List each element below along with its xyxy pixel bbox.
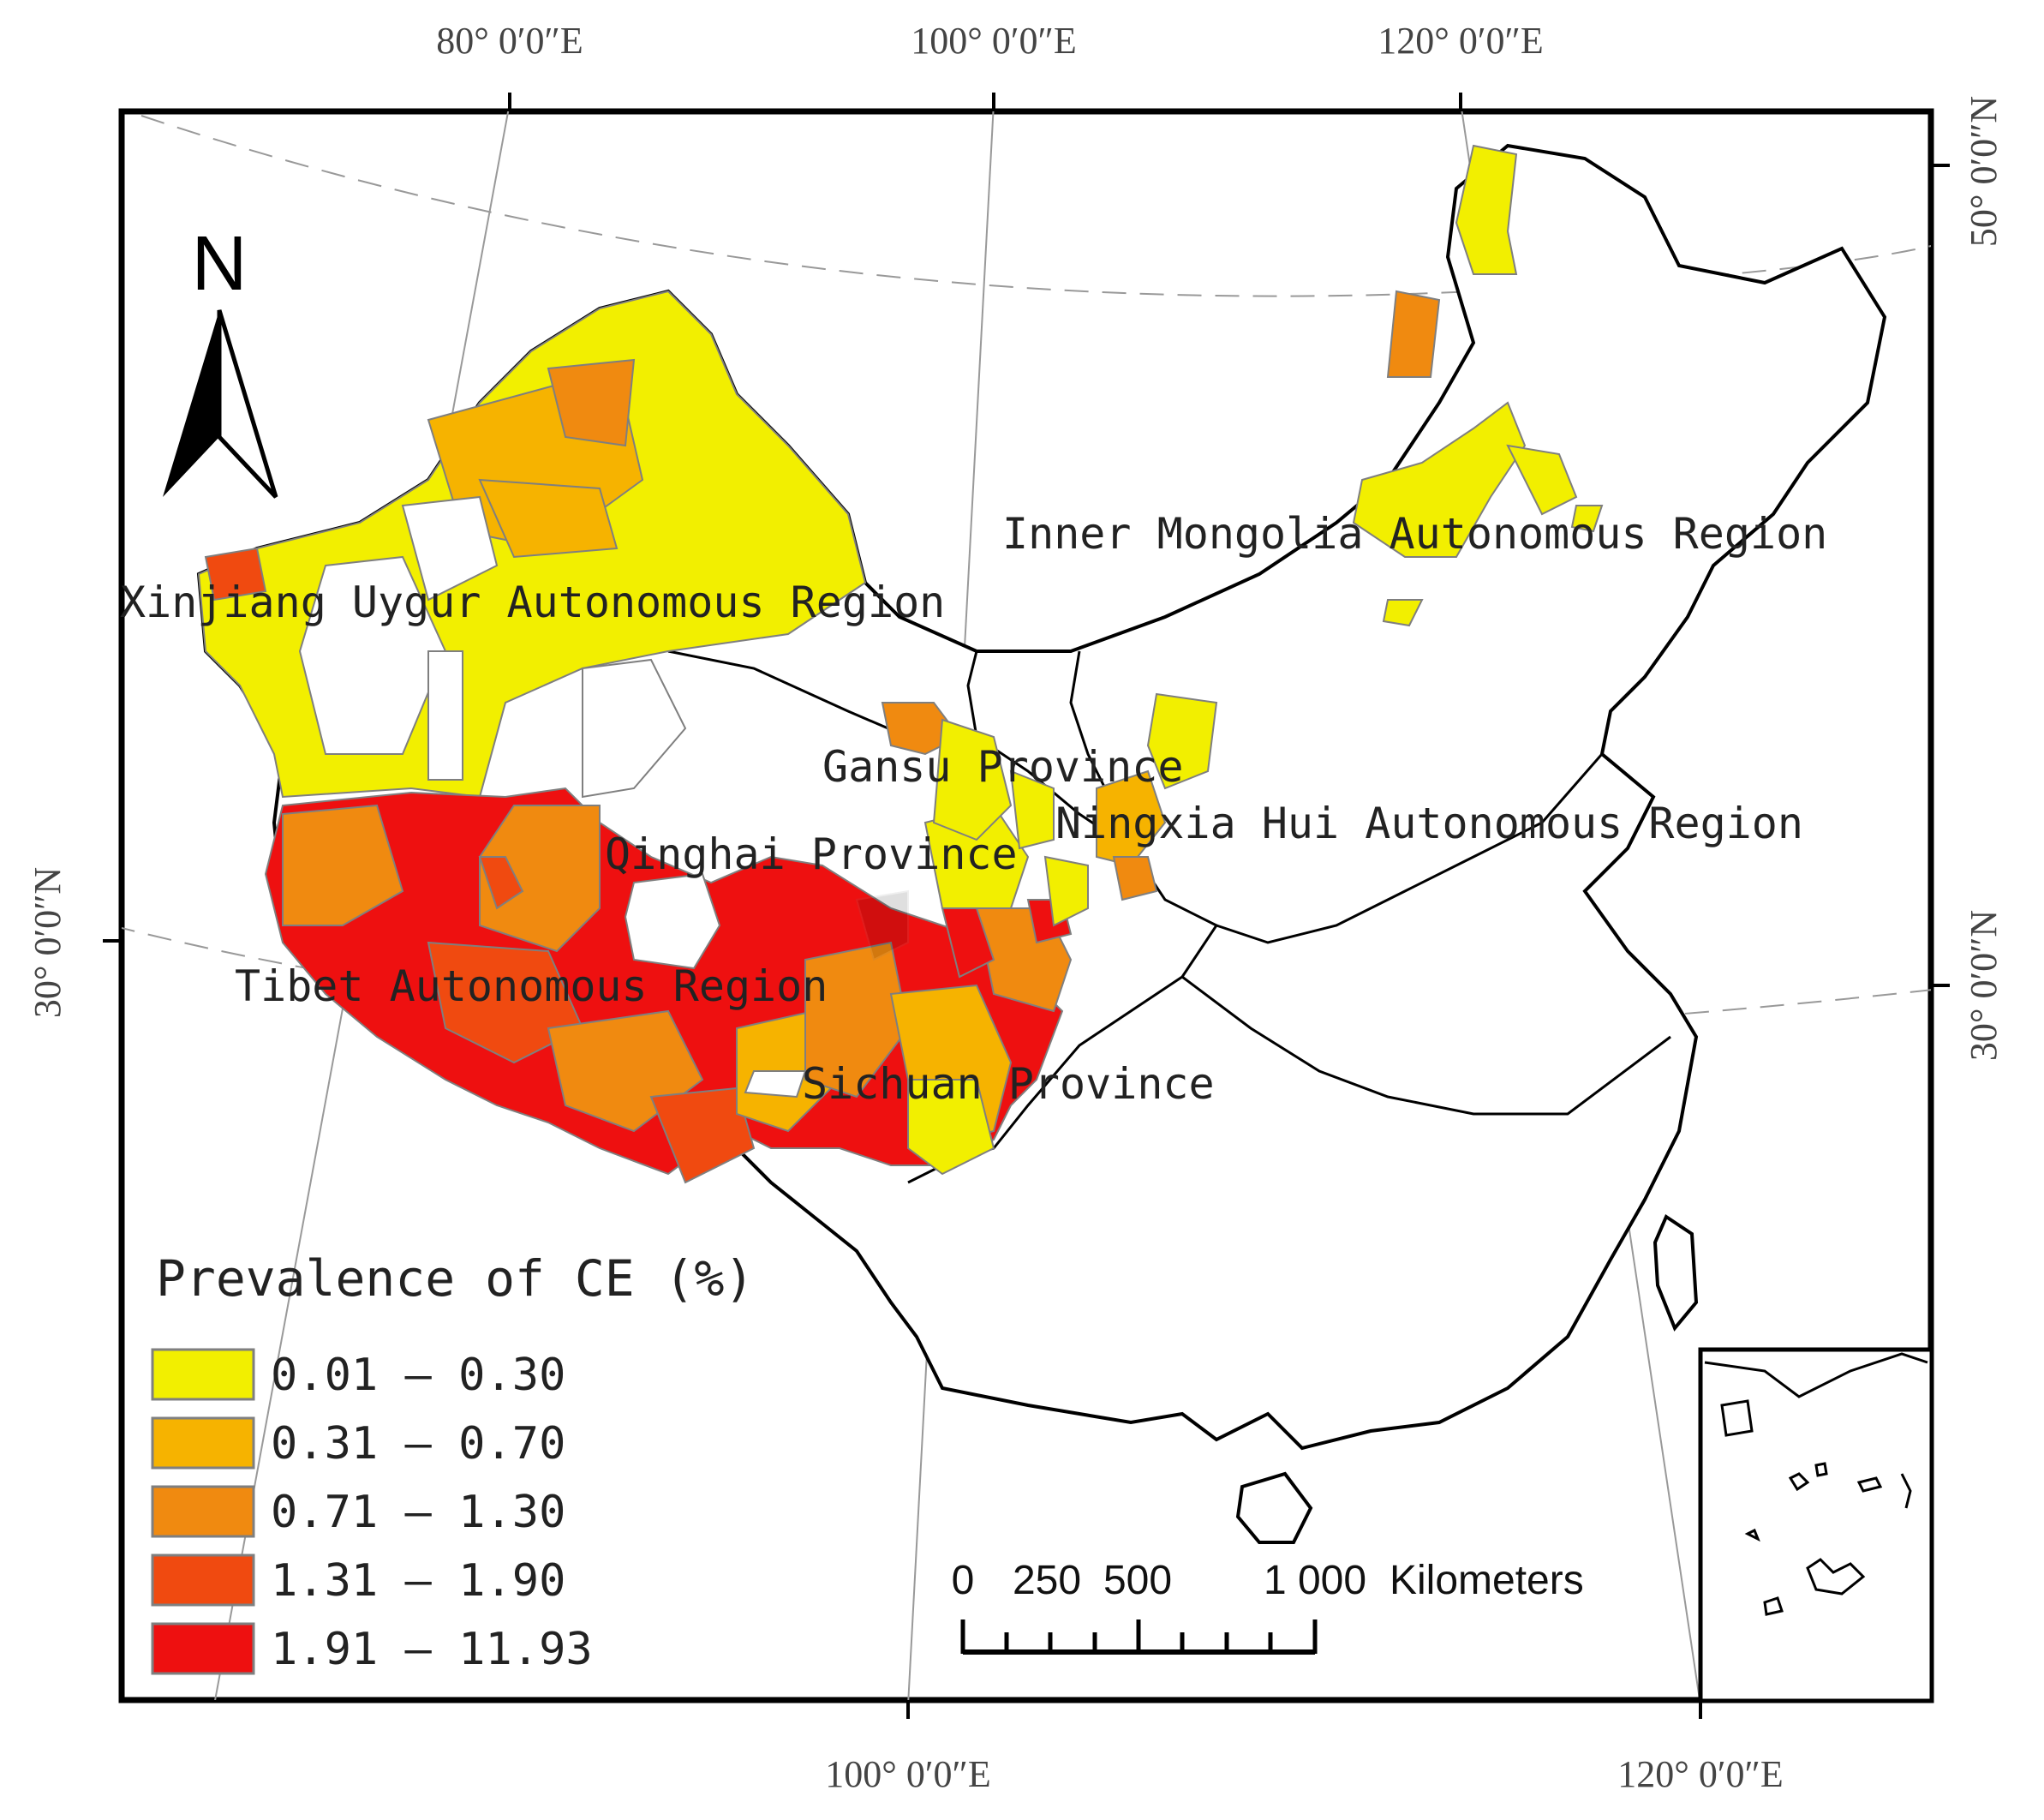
- scale-tick-0: 0: [952, 1558, 975, 1603]
- north-arrow-icon: N: [163, 221, 278, 499]
- coord-bottom-120e: 120° 0′0″E: [1617, 1753, 1783, 1795]
- coord-left-30n: 30° 0′0″N: [27, 867, 69, 1018]
- north-letter: N: [192, 221, 248, 307]
- legend-label-1: 0.01 – 0.30: [271, 1350, 565, 1401]
- label-gansu: Gansu Province: [822, 742, 1183, 792]
- legend-label-5: 1.91 – 11.93: [271, 1624, 593, 1675]
- gansu-ningxia-region: [881, 692, 1218, 927]
- south-china-sea-inset: [1698, 1347, 1934, 1703]
- label-sichuan: Sichuan Province: [802, 1059, 1215, 1109]
- graticule-ticks: [103, 93, 1950, 1719]
- label-inner-mongolia: Inner Mongolia Autonomous Region: [1002, 509, 1827, 559]
- xinjiang-region: [197, 290, 867, 799]
- inner-mongolia-region: [1352, 144, 1604, 627]
- legend-label-2: 0.31 – 0.70: [271, 1418, 565, 1470]
- tibet-qinghai-region: [264, 787, 1073, 1184]
- label-qinghai: Qinghai Province: [605, 829, 1018, 879]
- legend-label-3: 0.71 – 1.30: [271, 1487, 565, 1538]
- coord-top-100e: 100° 0′0″E: [911, 20, 1076, 62]
- scale-tick-500: 500: [1103, 1558, 1172, 1603]
- scale-bar: 0 250 500 1 000 Kilometers: [952, 1558, 1584, 1655]
- label-xinjiang: Xinjiang Uygur Autonomous Region: [120, 578, 945, 627]
- legend-class-2: 0.31 – 0.70: [151, 1416, 565, 1470]
- coord-bottom-100e: 100° 0′0″E: [825, 1753, 990, 1795]
- scale-tick-250: 250: [1013, 1558, 1081, 1603]
- scale-unit: Kilometers: [1390, 1558, 1584, 1603]
- legend-class-1: 0.01 – 0.30: [151, 1348, 565, 1401]
- coord-top-120e: 120° 0′0″E: [1378, 20, 1543, 62]
- coord-right-50n: 50° 0′0″N: [1963, 96, 2005, 247]
- label-ningxia: Ningxia Hui Autonomous Region: [1055, 799, 1803, 848]
- coord-top-80e: 80° 0′0″E: [436, 20, 583, 62]
- coord-right-30n: 30° 0′0″N: [1963, 910, 2005, 1061]
- legend-class-3: 0.71 – 1.30: [151, 1485, 565, 1538]
- legend-class-5: 1.91 – 11.93: [151, 1622, 593, 1675]
- legend-title: Prevalence of CE (%): [156, 1249, 754, 1308]
- legend: Prevalence of CE (%) 0.01 – 0.30 0.31 – …: [151, 1249, 754, 1675]
- legend-label-4: 1.31 – 1.90: [271, 1555, 565, 1607]
- scale-tick-1000: 1 000: [1264, 1558, 1366, 1603]
- label-tibet: Tibet Autonomous Region: [235, 961, 828, 1011]
- legend-class-4: 1.31 – 1.90: [151, 1554, 565, 1607]
